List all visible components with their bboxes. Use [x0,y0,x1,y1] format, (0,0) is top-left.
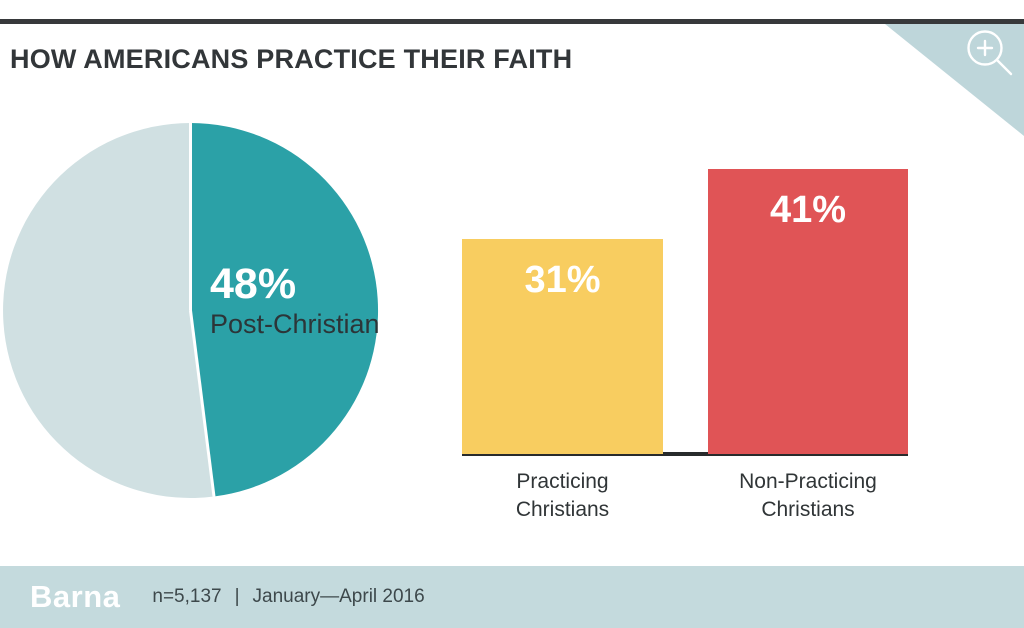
bar-0: 31% [462,239,663,454]
pie-slice-1 [3,123,215,498]
bar-category-label: Practicing Christians [515,470,610,522]
bar-value-label: 31% [524,259,601,301]
bar-value-label: 41% [769,189,847,231]
top-accent-line [0,19,1024,24]
bar-column-0: 31% Practicing Christians [462,166,663,521]
pie-chart [3,123,379,498]
footer-separator: | [234,586,240,607]
pie-divider-line [189,310,216,497]
magnifier-plus-icon[interactable] [960,27,1018,85]
page-title: HOW AMERICANS PRACTICE THEIR FAITH [10,44,573,74]
bar-column-1: 41% Non-Practicing Christians [708,166,908,521]
date-range-text: January—April 2016 [252,586,425,607]
footer-meta: n=5,137 | January—April 2016 [152,586,424,608]
pie-slice-callout: 48% Post-Christian [210,263,410,340]
bar-chart-baseline [462,452,908,456]
pie-value-label: 48% [210,260,297,308]
bar-category-label: Non-Practicing Christians [739,470,877,522]
bar-chart: 31% Practicing Christians 41% Non-Practicin… [462,166,908,521]
pie-slice-label: Post-Christian [210,309,380,339]
footer-band: Barna n=5,137 | January—April 2016 [0,566,1024,628]
barna-logo: Barna [30,579,121,614]
pie-slice-0 [190,123,379,497]
bar-1: 41% [708,169,908,454]
sample-size-text: n=5,137 [152,586,222,607]
